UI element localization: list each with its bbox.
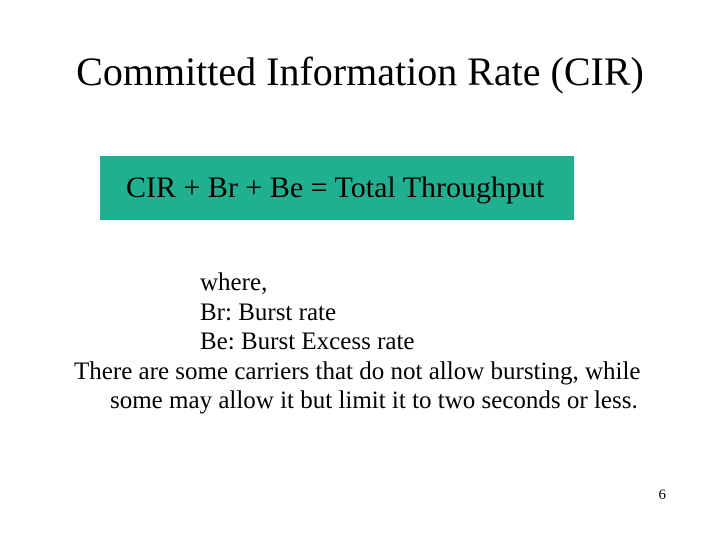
- where-label: where,: [200, 268, 654, 298]
- formula-box: CIR + Br + Be = Total Throughput: [100, 156, 574, 220]
- bursting-paragraph: There are some carriers that do not allo…: [110, 357, 654, 416]
- slide-title: Committed Information Rate (CIR): [0, 48, 720, 95]
- be-definition: Be: Burst Excess rate: [200, 327, 654, 357]
- body-text: where, Br: Burst rate Be: Burst Excess r…: [74, 268, 654, 416]
- formula-text: CIR + Br + Be = Total Throughput: [126, 171, 544, 205]
- page-number: 6: [659, 487, 667, 504]
- slide: { "colors": { "background": "#ffffff", "…: [0, 0, 720, 540]
- br-definition: Br: Burst rate: [200, 298, 654, 328]
